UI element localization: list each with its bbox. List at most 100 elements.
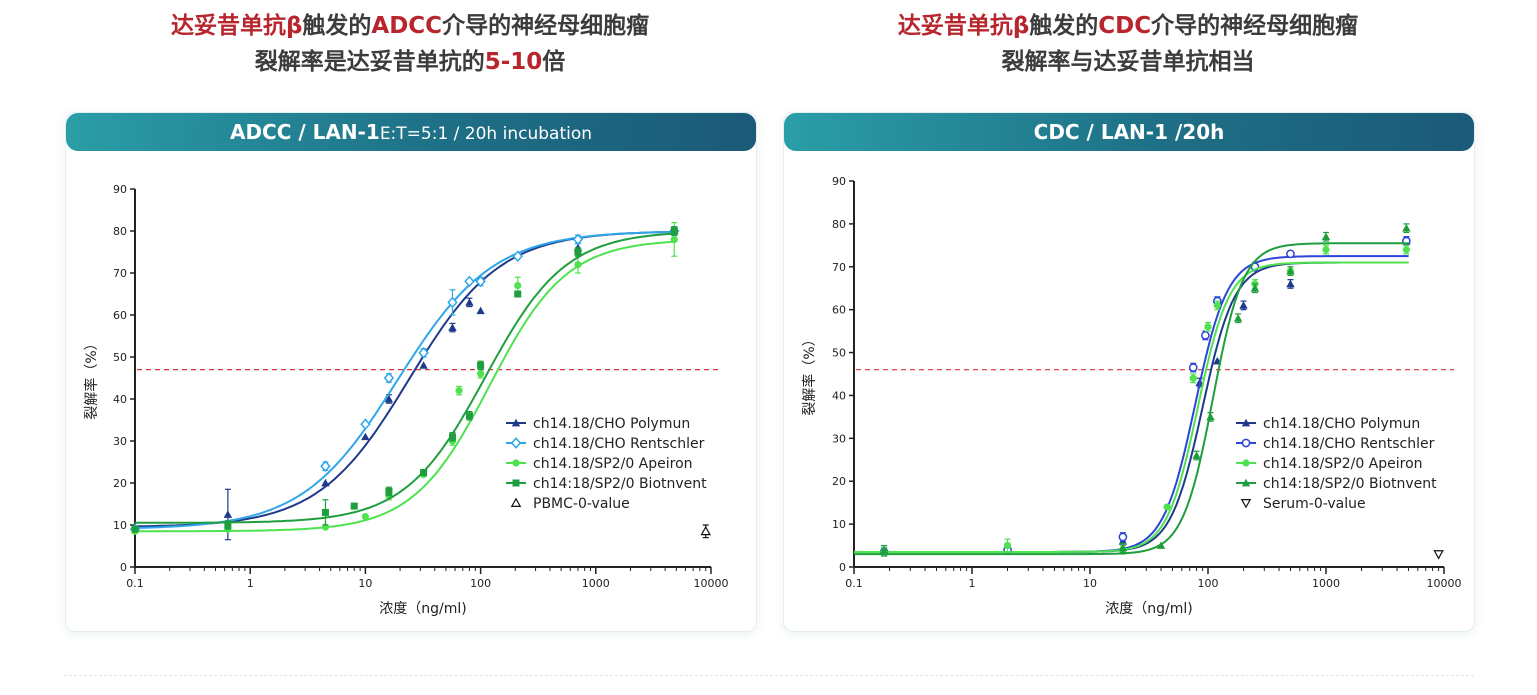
y-tick-label: 70 [113,267,127,280]
cdc-banner: CDC / LAN-1 /20h [784,113,1474,151]
x-tick-label: 1000 [582,577,610,590]
data-point [420,469,428,476]
data-point [574,261,582,269]
data-point [1163,503,1171,511]
data-point [879,545,889,554]
adcc-heading: 达妥昔单抗β触发的ADCC介导的神经母细胞瘤 裂解率是达妥昔单抗的5-10倍 [60,8,760,80]
x-tick-label: 1000 [1312,577,1340,590]
legend-item: ch14.18/CHO Rentschler [506,436,705,452]
x-tick-label: 1 [969,577,976,590]
bottom-divider [64,675,1474,676]
data-point [361,432,370,441]
data-point [131,525,139,533]
legend-item: ch14.18/CHO Polymun [506,416,690,432]
data-point [1188,363,1198,372]
cdc-chart-card: CDC / LAN-1 /20h 0 10 20 30 40 50 60 70 80 90 0.1 1… [783,112,1475,632]
adcc-chart: 0 10 20 30 40 50 60 70 80 90 0.1 1 10 100 1000 10000 浓度（… [83,183,729,617]
x-tick-label: 0.1 [126,577,144,590]
data-point [1201,331,1210,340]
legend-marker [1242,459,1250,467]
x-tick-label: 10000 [694,577,729,590]
legend-marker [512,479,520,487]
legend-marker [1241,438,1251,448]
x-axis-title: 浓度（ng/ml) [379,601,466,617]
heading-highlight: 达妥昔单抗β [897,13,1030,39]
series-4 [1433,550,1444,560]
legend-label: PBMC-0-value [533,496,630,512]
heading-text: 触发的 [1029,13,1099,39]
heading-highlight: CDC [1098,13,1152,39]
data-point [384,394,394,403]
legend-item: ch14.18/CHO Polymun [1236,416,1420,432]
y-tick-label: 30 [832,432,846,445]
data-point [1402,246,1410,254]
heading-highlight: 达妥昔单抗β [170,13,303,39]
data-point [419,361,428,369]
data-point [477,361,485,369]
data-point [418,346,429,359]
legend-marker [510,497,522,507]
data-point [360,418,371,431]
data-point [1213,301,1221,309]
data-point [320,460,331,473]
data-point [670,227,678,235]
data-point [700,525,711,536]
legend-item: ch14:18/SP2/0 Biotnvent [506,476,707,492]
x-tick-label: 100 [1198,577,1219,590]
y-tick-label: 10 [832,518,846,531]
series-3 [854,223,1411,556]
data-point [455,387,463,395]
legend: ch14.18/CHO Polymun ch14.18/CHO Rentschle… [506,416,707,512]
y-tick-label: 50 [113,351,127,364]
data-point [1322,246,1330,254]
data-point [574,248,582,256]
axes: 0 10 20 30 40 50 60 70 80 90 0.1 1 10 100 1000 10000 浓度（… [801,175,1462,617]
y-tick-label: 0 [120,561,127,574]
legend-label: ch14.18/CHO Rentschler [533,436,705,452]
data-point [1156,541,1166,549]
data-point [1402,223,1411,232]
data-point [464,275,475,288]
x-tick-label: 100 [470,577,491,590]
banner-title: CDC / LAN-1 /20h [1033,120,1225,144]
y-tick-label: 80 [113,225,127,238]
legend-item: ch14.18/CHO Rentschler [1236,436,1435,452]
data-point [1118,543,1128,552]
heading-text: 介导的神经母细胞瘤 [1151,13,1359,39]
data-point [1250,284,1260,292]
y-tick-label: 90 [113,183,127,196]
data-point [1204,323,1212,331]
y-tick-label: 0 [839,561,846,574]
data-point [1239,301,1248,309]
data-point [361,513,369,521]
data-point [1321,232,1331,241]
adcc-heading-line2: 裂解率是达妥昔单抗的5-10倍 [60,44,760,80]
data-point [350,502,358,510]
legend-item: ch14.18/SP2/0 Apeiron [506,456,693,472]
legend-label: ch14.18/SP2/0 Apeiron [533,456,693,472]
legend-label: ch14:18/SP2/0 Biotnvent [533,476,707,492]
cdc-heading-line2: 裂解率与达妥昔单抗相当 [778,44,1478,80]
data-point [223,510,233,518]
data-point [1118,532,1128,542]
legend-item: Serum-0-value [1240,496,1366,512]
y-tick-label: 60 [832,304,846,317]
data-point [476,306,485,315]
data-point [475,275,486,288]
legend-label: ch14:18/SP2/0 Biotnvent [1263,476,1437,492]
x-tick-label: 10 [1083,577,1097,590]
legend-item: PBMC-0-value [510,496,630,512]
data-point [224,521,232,529]
y-axis-title: 裂解率（%） [801,332,818,415]
adcc-heading-line1: 达妥昔单抗β触发的ADCC介导的神经母细胞瘤 [60,8,760,44]
axes: 0 10 20 30 40 50 60 70 80 90 0.1 1 10 100 1000 10000 浓度（… [83,183,729,617]
x-tick-label: 1 [247,577,254,590]
data-point [383,372,395,384]
fit-curve [854,242,1409,556]
heading-highlight: 5-10 [484,49,543,75]
y-tick-label: 60 [113,309,127,322]
data-point [1189,374,1197,382]
heading-text: 倍 [542,49,566,75]
legend-marker [510,437,522,449]
data-point [465,412,473,420]
